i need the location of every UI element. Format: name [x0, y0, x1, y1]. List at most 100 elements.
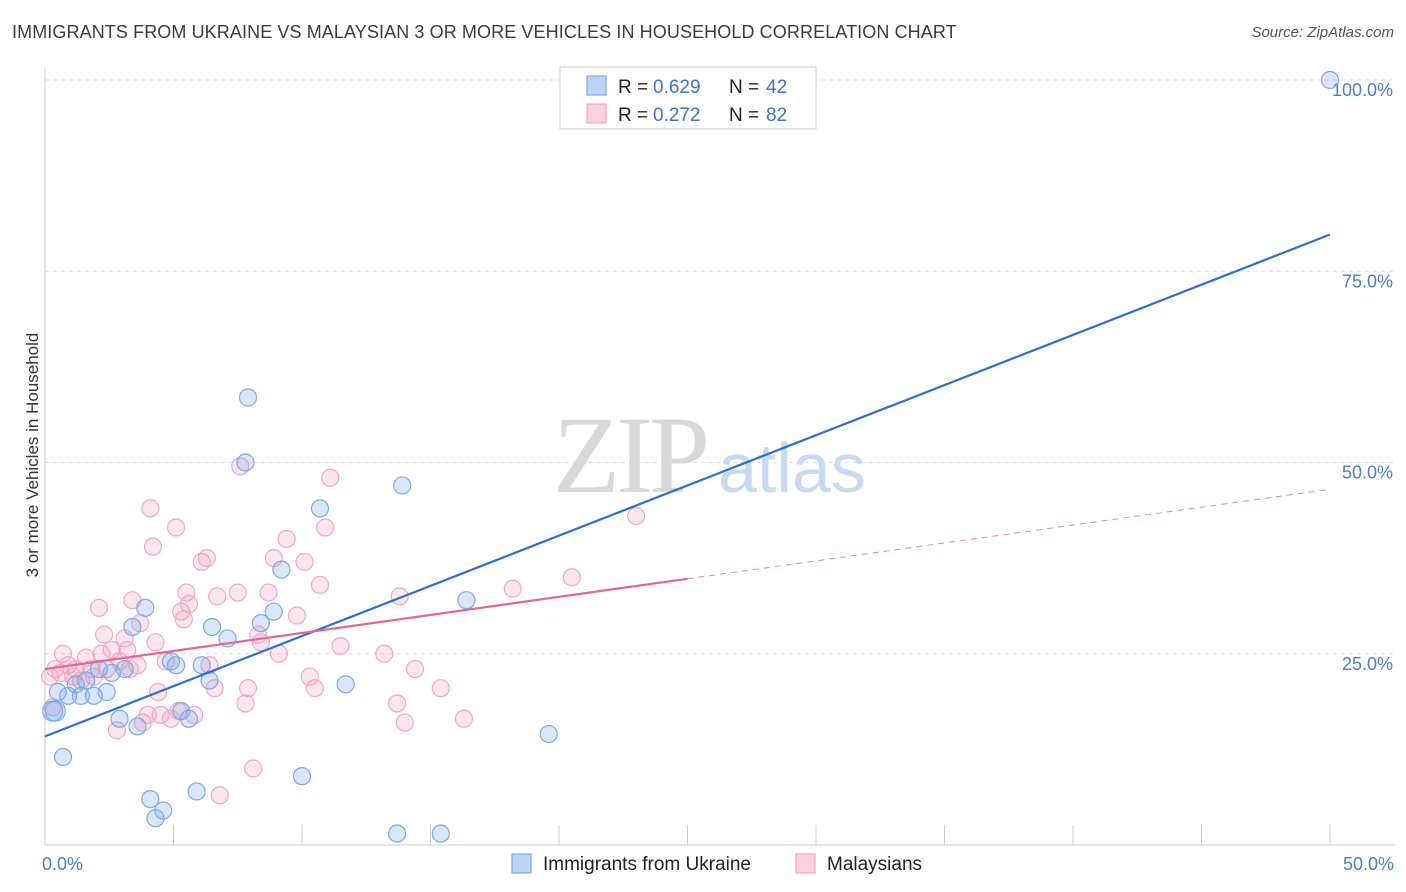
legend-n-value-ukraine: 42: [766, 77, 787, 98]
ukraine-point: [53, 747, 73, 767]
ukraine-point: [292, 767, 312, 786]
malaysian-point: [244, 759, 263, 778]
malaysian-point: [95, 625, 114, 644]
malaysian-point: [375, 644, 394, 663]
malaysian-point: [395, 713, 414, 732]
ukraine-point: [179, 709, 199, 728]
ukraine-point: [97, 682, 116, 702]
malaysian-point: [208, 587, 227, 606]
malaysian-point: [431, 679, 450, 698]
malaysian-point: [331, 636, 350, 656]
ukraine-point: [310, 499, 330, 518]
bottom-legend-label-malaysian: Malaysians: [827, 854, 922, 875]
malaysian-point: [210, 786, 229, 805]
ukraine-point: [110, 709, 129, 728]
bottom-legend-label-ukraine: Immigrants from Ukraine: [543, 854, 751, 875]
ukraine-point: [457, 591, 476, 610]
ukraine-point: [236, 453, 255, 472]
ukraine-point: [336, 675, 355, 694]
legend-r-value-malaysian: 0.272: [653, 105, 701, 126]
legend-n-label-ukraine: N =: [729, 77, 759, 98]
watermark: ZIP atlas: [553, 394, 866, 516]
ukraine-point: [141, 789, 160, 809]
malaysian-point: [141, 499, 160, 518]
legend-r-label-ukraine: R =: [618, 77, 648, 98]
ukraine-point: [172, 702, 191, 721]
source-credit: Source: ZipAtlas.com: [1251, 24, 1394, 41]
bottom-legend-swatch-malaysian: [795, 853, 816, 874]
malaysian-point: [53, 644, 73, 663]
ukraine-point: [1320, 70, 1340, 90]
ukraine-point: [146, 809, 165, 828]
malaysian-point: [295, 552, 314, 572]
chart-title: IMMIGRANTS FROM UKRAINE VS MALAYSIAN 3 O…: [12, 22, 957, 42]
x-tick-label: 0.0%: [42, 854, 83, 874]
malaysian-point: [107, 721, 127, 740]
trend-lines: [44, 233, 1331, 738]
malaysian-point: [321, 468, 340, 487]
bottom-legend: Immigrants from Ukraine Malaysians: [511, 853, 922, 875]
ukraine-point: [251, 614, 270, 633]
tick-labels: 25.0% 50.0% 75.0% 100.0% 0.0% 50.0%: [42, 80, 1394, 874]
malaysian-point: [174, 610, 193, 629]
y-tick-label: 100.0%: [1332, 80, 1393, 100]
malaysian-point: [277, 529, 296, 549]
top-legend: R = 0.629 N = 42 R = 0.272 N = 82: [559, 66, 817, 130]
malaysian-point: [310, 575, 330, 595]
malaysian-point: [228, 583, 247, 602]
ukraine-point: [66, 675, 85, 694]
malaysian-point: [626, 506, 646, 526]
malaysian-point: [387, 694, 407, 713]
y-tick-label: 75.0%: [1342, 271, 1393, 291]
malaysian-point: [405, 659, 425, 679]
legend-r-label-malaysian: R =: [618, 105, 648, 126]
axes: [44, 68, 1395, 846]
malaysian-point: [259, 583, 278, 602]
malaysian-trend-line: [44, 577, 688, 671]
malaysian-point: [146, 633, 165, 652]
malaysian-point: [161, 709, 181, 728]
ukraine-point: [48, 682, 67, 702]
ukraine-point: [128, 717, 147, 736]
legend-n-value-malaysian: 82: [766, 105, 787, 126]
legend-n-label-malaysian: N =: [729, 105, 759, 126]
ukraine-point: [539, 724, 558, 744]
ukraine-point: [154, 801, 173, 820]
ukraine-point: [123, 617, 142, 637]
ukraine-point: [202, 617, 222, 637]
malaysian-point: [197, 549, 217, 568]
ukraine-point: [192, 656, 211, 675]
y-axis-label: 3 or more Vehicles in Household: [23, 333, 42, 578]
malaysian-point: [143, 537, 163, 556]
y-tick-label: 50.0%: [1342, 463, 1393, 483]
ukraine-point: [77, 671, 96, 690]
x-tick-label: 50.0%: [1343, 854, 1394, 874]
ukraine-point: [387, 824, 407, 843]
bottom-legend-swatch-ukraine: [511, 853, 532, 874]
malaysian-point: [454, 709, 474, 728]
legend-r-value-ukraine: 0.629: [653, 77, 701, 98]
ukraine-point: [136, 598, 155, 617]
malaysian-point: [503, 579, 522, 598]
watermark-atlas: atlas: [718, 429, 866, 507]
ukraine-trend-line: [44, 233, 1331, 738]
malaysian-point: [316, 518, 335, 537]
malaysian-point: [251, 633, 270, 652]
ukraine-point: [238, 388, 258, 407]
ukraine-point: [431, 824, 450, 843]
malaysian-point: [236, 694, 255, 713]
grid-lines: [45, 79, 1395, 655]
malaysian-point: [238, 679, 258, 698]
legend-swatch-malaysian: [586, 103, 607, 124]
malaysian-point: [177, 583, 196, 602]
malaysian-point: [89, 598, 109, 617]
ukraine-point: [115, 659, 134, 679]
watermark-zip: ZIP: [553, 394, 706, 516]
malaysian-point: [562, 568, 581, 587]
malaysian-point: [300, 667, 319, 686]
malaysian-point: [166, 518, 186, 537]
legend-swatch-ukraine: [586, 75, 607, 96]
ukraine-point: [44, 700, 66, 722]
ukraine-point: [264, 602, 283, 621]
